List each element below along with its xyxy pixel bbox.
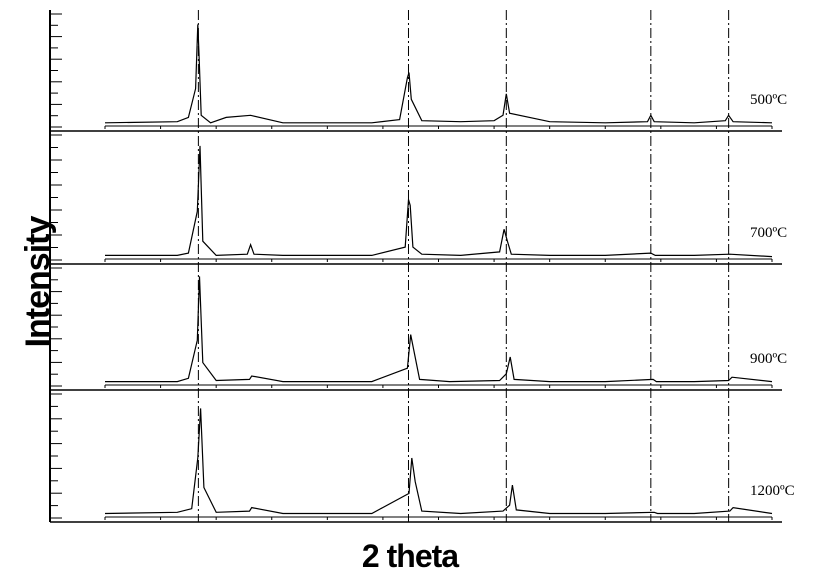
series-line-3 xyxy=(105,276,773,383)
x-axis-label: 2 theta xyxy=(361,538,459,574)
series-label-2: 700ºC xyxy=(750,225,787,241)
series-label-3: 900ºC xyxy=(750,351,787,367)
series-line-1 xyxy=(104,24,773,124)
y-axis-label: Intensity xyxy=(19,216,57,348)
series-line-2 xyxy=(105,145,773,258)
series-label-1: 500ºC xyxy=(750,92,787,108)
series-label-4: 1200ºC xyxy=(750,483,795,499)
series-line-4 xyxy=(104,408,773,515)
